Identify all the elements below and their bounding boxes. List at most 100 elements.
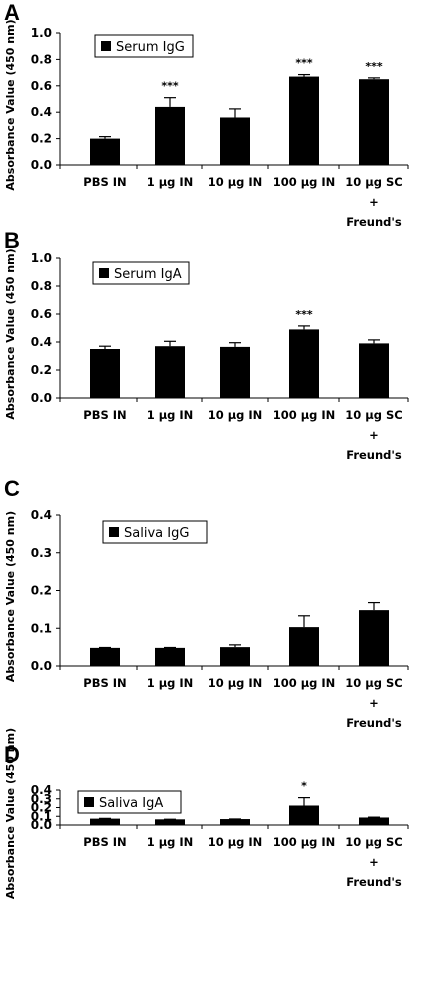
x-category-label: PBS IN — [83, 835, 126, 849]
legend-label: Saliva IgA — [99, 796, 163, 811]
bar — [359, 610, 389, 666]
bar — [220, 346, 250, 398]
x-category-label: + — [369, 855, 379, 869]
y-tick-label: 1.0 — [31, 251, 52, 265]
x-category-label: 10 µg SC — [345, 676, 402, 690]
x-category-label: 10 µg IN — [208, 835, 263, 849]
bar — [289, 805, 319, 825]
x-category-label: 1 µg IN — [147, 408, 194, 422]
x-category-label: PBS IN — [83, 175, 126, 189]
legend-box — [94, 34, 194, 58]
chart-panel-c: C 0.0 0.1 0.2 0.3 0.4 Absorbance Value (450 nm… — [4, 476, 409, 730]
x-category-label: 10 µg IN — [208, 175, 263, 189]
legend-swatch — [99, 268, 109, 278]
panel-letter: C — [4, 476, 20, 501]
y-tick-label: 0.1 — [31, 809, 52, 823]
y-tick-label: 0.4 — [31, 783, 52, 797]
bar — [155, 819, 185, 825]
bar — [90, 138, 120, 165]
y-tick-label: 0.2 — [31, 584, 52, 598]
x-category-label: 10 µg SC — [345, 835, 402, 849]
y-tick-label: 0.8 — [31, 279, 52, 293]
x-category-label: 10 µg SC — [345, 175, 402, 189]
y-axis-label: Absorbance Value (450 nm) — [4, 248, 17, 419]
bar — [90, 647, 120, 666]
x-category-label: Freund's — [346, 215, 402, 229]
y-tick-label: 0.6 — [31, 79, 52, 93]
x-category-label: 1 µg IN — [147, 835, 194, 849]
legend: Serum IgA — [92, 261, 190, 285]
legend-label: Serum IgG — [116, 40, 185, 55]
panel-letter: D — [4, 742, 20, 767]
legend-label: Serum IgA — [114, 267, 182, 282]
x-category-label: 100 µg IN — [273, 835, 336, 849]
y-tick-label: 0.6 — [31, 307, 52, 321]
y-tick-label: 0.8 — [31, 52, 52, 66]
bar — [220, 647, 250, 666]
significance-marker: *** — [161, 80, 179, 93]
legend: Saliva IgG — [102, 520, 208, 544]
y-tick-label: 0.0 — [31, 158, 52, 172]
x-category-label: 100 µg IN — [273, 175, 336, 189]
legend-label: Saliva IgG — [124, 526, 189, 541]
y-tick-label: 0.2 — [31, 363, 52, 377]
x-category-label: PBS IN — [83, 408, 126, 422]
y-axis-label: Absorbance Value (450 nm) — [4, 728, 17, 899]
y-tick-label: 0.3 — [31, 792, 52, 806]
bar — [155, 106, 185, 165]
x-category-label: 100 µg IN — [273, 676, 336, 690]
chart-panel-d: D 0.00.10.20.30.4 Absorbance Value (450 nm… — [4, 728, 409, 899]
legend-swatch — [84, 797, 94, 807]
y-tick-label: 0.4 — [31, 105, 52, 119]
legend: Serum IgG — [94, 34, 194, 58]
significance-marker: *** — [365, 60, 383, 73]
bar — [220, 819, 250, 825]
panel-letter: A — [4, 0, 20, 25]
bar — [220, 117, 250, 165]
y-axis-label: Absorbance Value (450 nm) — [4, 511, 17, 682]
x-category-label: + — [369, 696, 379, 710]
bar — [359, 817, 389, 825]
bar — [359, 79, 389, 165]
y-tick-label: 0.4 — [31, 508, 52, 522]
bar — [155, 346, 185, 398]
legend-swatch — [109, 527, 119, 537]
x-category-label: 1 µg IN — [147, 676, 194, 690]
bar — [155, 647, 185, 666]
bar — [289, 627, 319, 666]
bar — [359, 343, 389, 398]
y-tick-label: 0.2 — [31, 132, 52, 146]
legend-box — [77, 790, 182, 814]
x-category-label: 10 µg IN — [208, 676, 263, 690]
significance-marker: *** — [295, 308, 313, 321]
x-category-label: PBS IN — [83, 676, 126, 690]
x-category-label: Freund's — [346, 875, 402, 889]
x-category-label: 100 µg IN — [273, 408, 336, 422]
y-tick-label: 0.0 — [31, 659, 52, 673]
legend-box — [102, 520, 208, 544]
panel-letter: B — [4, 228, 20, 253]
chart-panel-a: A 0.0 0.2 0.4 0.6 0.8 1.0 Absorbance Value (450… — [4, 0, 409, 229]
chart-panel-b: B 0.0 0.2 0.4 0.6 0.8 1.0 Absorbance Value (450… — [4, 228, 409, 462]
significance-marker: * — [301, 780, 307, 793]
x-category-label: Freund's — [346, 448, 402, 462]
bar — [289, 329, 319, 398]
bar — [90, 818, 120, 825]
y-tick-label: 0.2 — [31, 801, 52, 815]
significance-marker: *** — [295, 57, 313, 70]
bar — [90, 349, 120, 398]
x-category-label: + — [369, 195, 379, 209]
bar — [289, 76, 319, 165]
legend-swatch — [101, 41, 111, 51]
y-tick-label: 0.3 — [31, 546, 52, 560]
x-category-label: 10 µg IN — [208, 408, 263, 422]
x-category-label: Freund's — [346, 716, 402, 730]
legend: Saliva IgA — [77, 790, 182, 814]
y-tick-label: 0.0 — [31, 818, 52, 832]
y-tick-label: 0.4 — [31, 335, 52, 349]
x-category-label: 1 µg IN — [147, 175, 194, 189]
legend-box — [92, 261, 190, 285]
y-tick-label: 0.0 — [31, 391, 52, 405]
y-axis-label: Absorbance Value (450 nm) — [4, 19, 17, 190]
